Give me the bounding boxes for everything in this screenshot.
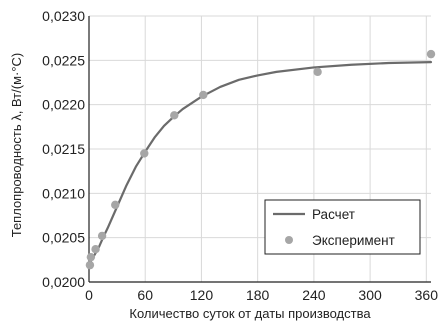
- x-tick-label: 240: [302, 287, 326, 303]
- data-point-eksperiment: [91, 244, 100, 254]
- data-point-eksperiment: [97, 231, 107, 241]
- y-tick-label: 0,0205: [42, 230, 85, 246]
- x-axis-label: Количество суток от даты производства: [129, 306, 371, 321]
- data-point-eksperiment: [170, 111, 179, 120]
- x-tick-label: 300: [358, 287, 382, 303]
- data-point-eksperiment: [86, 252, 96, 262]
- tick-labels: 0,0200 0,0205 0,0210 0,0215 0,0220 0,0225 0,02…: [42, 8, 438, 303]
- legend-label-raschet: Расчет: [312, 207, 355, 222]
- x-tick-label: 0: [85, 287, 93, 303]
- y-tick-label: 0,0200: [42, 274, 85, 290]
- series-line-raschet: [87, 61, 433, 266]
- x-tick-label: 120: [190, 287, 214, 303]
- data-point-eksperiment: [426, 49, 436, 59]
- legend: Расчет Эксперимент: [264, 199, 421, 255]
- data-point-eksperiment: [199, 90, 208, 100]
- series-group: [85, 49, 436, 270]
- y-tick-label: 0,0225: [42, 52, 85, 68]
- x-tick-label: 360: [415, 287, 439, 303]
- legend-marker-swatch: [285, 236, 293, 244]
- x-tick-label: 180: [246, 287, 270, 303]
- y-tick-label: 0,0210: [42, 185, 85, 201]
- y-tick-label: 0,0215: [42, 141, 85, 157]
- y-tick-label: 0,0230: [42, 8, 85, 24]
- legend-label-eksperiment: Эксперимент: [312, 233, 395, 248]
- data-point-eksperiment: [111, 200, 120, 210]
- legend-box: [264, 199, 421, 255]
- data-point-eksperiment: [85, 260, 95, 270]
- y-tick-label: 0,0220: [42, 97, 85, 113]
- x-tick-label: 60: [137, 287, 153, 303]
- data-point-eksperiment: [140, 149, 149, 158]
- data-point-eksperiment: [313, 67, 322, 77]
- axes: [88, 16, 431, 283]
- y-axis-label: Теплопроводность λ, Вт/(м·°С): [9, 53, 24, 238]
